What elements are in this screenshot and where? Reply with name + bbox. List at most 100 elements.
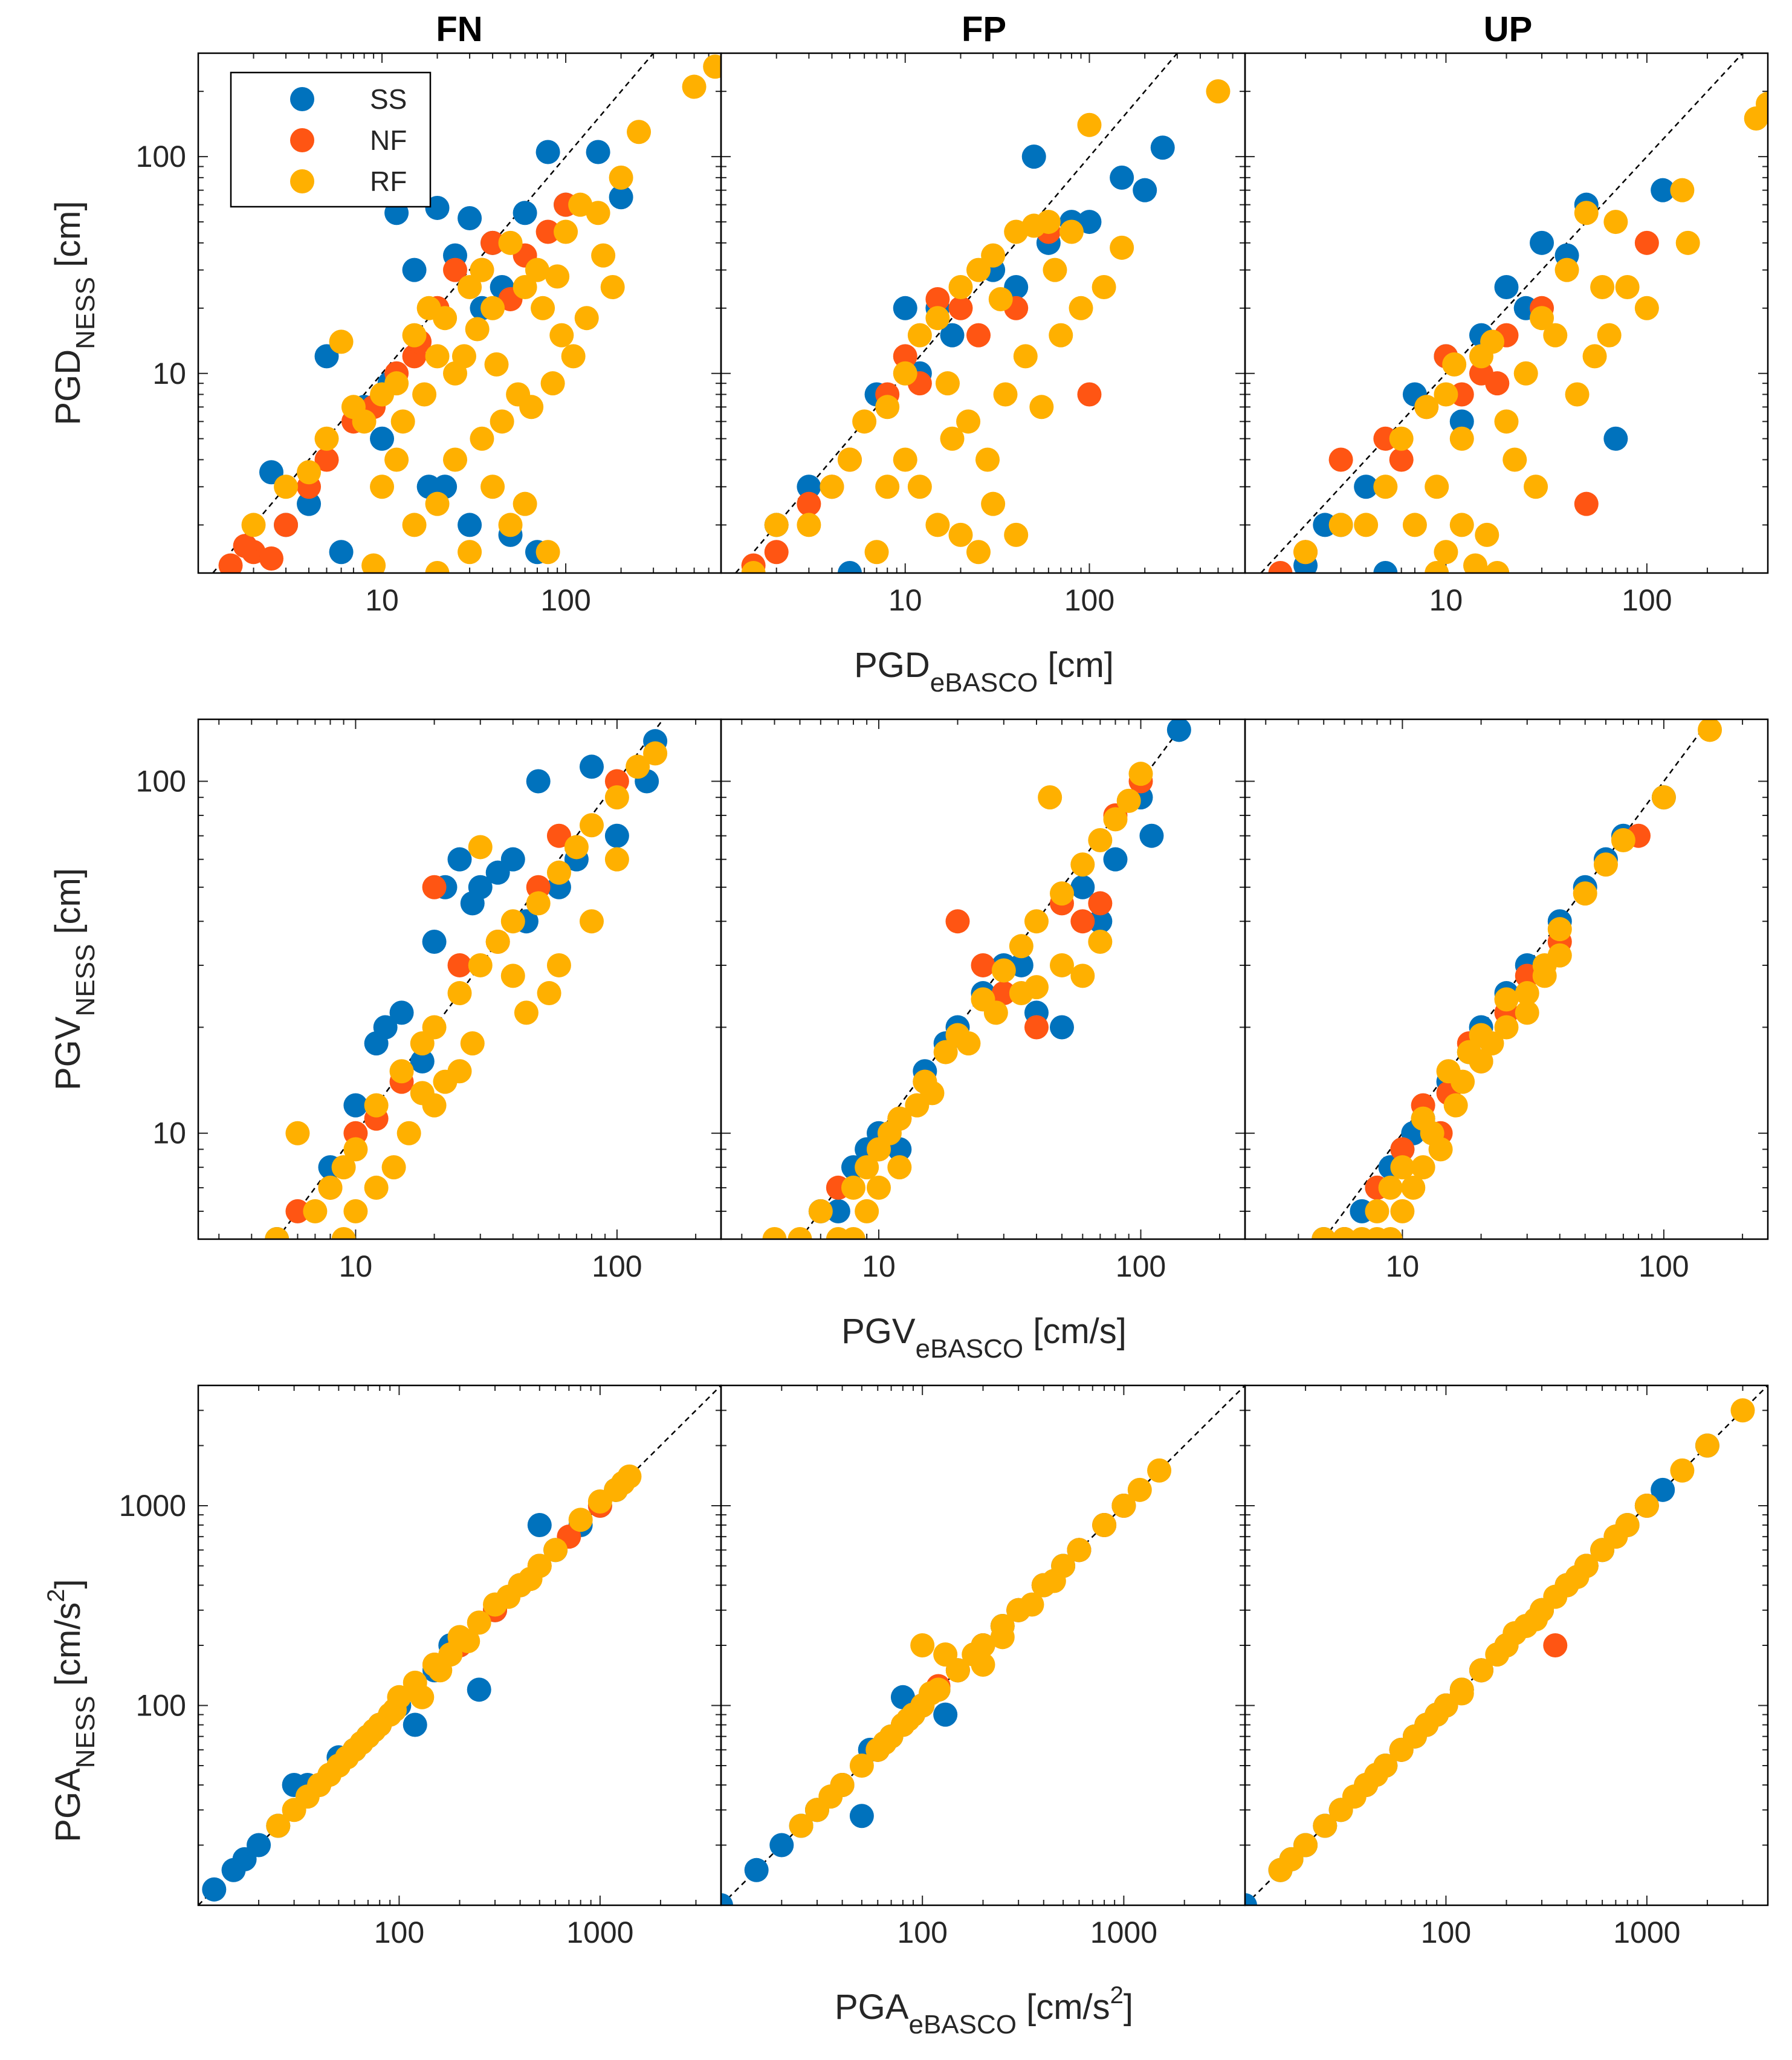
data-point-rf bbox=[1092, 275, 1116, 300]
data-point-rf bbox=[1414, 395, 1439, 419]
data-point-nf bbox=[1485, 371, 1510, 396]
data-point-rf bbox=[465, 317, 490, 342]
data-point-rf bbox=[470, 426, 494, 451]
data-point-rf bbox=[981, 491, 1006, 516]
data-point-rf bbox=[933, 1642, 958, 1667]
data-point-rf bbox=[1634, 1493, 1659, 1518]
data-point-ss bbox=[425, 195, 450, 220]
data-point-rf bbox=[993, 382, 1018, 407]
data-point-ss bbox=[329, 540, 354, 565]
column-title-fn: FN bbox=[436, 10, 482, 49]
data-point-nf bbox=[1077, 382, 1102, 407]
data-point-rf bbox=[762, 1227, 787, 1239]
data-point-rf bbox=[789, 1813, 814, 1838]
legend-label-nf: NF bbox=[370, 125, 407, 156]
data-point-ss bbox=[402, 258, 427, 282]
data-point-rf bbox=[855, 1155, 879, 1180]
data-point-rf bbox=[1206, 79, 1231, 104]
data-point-rf bbox=[1029, 395, 1054, 419]
x-tick-label-pgd-fp: 10 bbox=[888, 583, 922, 617]
data-point-rf bbox=[764, 513, 789, 537]
data-point-ss bbox=[838, 561, 862, 573]
data-point-rf bbox=[498, 513, 523, 537]
data-point-rf bbox=[925, 306, 950, 331]
data-point-ss bbox=[513, 201, 537, 225]
data-point-rf bbox=[458, 275, 482, 300]
data-point-rf bbox=[1670, 178, 1695, 202]
reference-line-pgd-up bbox=[1260, 53, 1744, 573]
data-point-rf bbox=[991, 958, 1016, 983]
data-point-rf bbox=[1390, 1155, 1415, 1180]
data-point-ss bbox=[1088, 909, 1113, 934]
data-point-rf bbox=[485, 929, 510, 954]
data-point-rf bbox=[579, 909, 604, 934]
data-point-ss bbox=[744, 1858, 769, 1882]
data-point-rf bbox=[1651, 785, 1676, 810]
data-point-rf bbox=[1756, 91, 1768, 116]
data-point-rf bbox=[410, 1685, 435, 1709]
y-label-pga: PGANESS [cm/s2] bbox=[43, 1579, 100, 1842]
data-point-rf bbox=[1469, 1658, 1493, 1683]
data-point-nf bbox=[966, 323, 991, 348]
panel-frame-pga-up bbox=[1244, 1384, 1769, 1906]
x-tick-label-pga-fn: 100 bbox=[374, 1916, 424, 1949]
data-point-rf bbox=[956, 409, 981, 434]
data-point-rf bbox=[460, 1031, 485, 1056]
x-tick-label-pgv-fn: 10 bbox=[339, 1249, 373, 1283]
data-point-rf bbox=[496, 1584, 521, 1609]
data-point-rf bbox=[966, 540, 991, 565]
data-point-ss bbox=[1603, 426, 1628, 451]
data-point-rf bbox=[875, 395, 900, 419]
data-point-rf bbox=[390, 409, 415, 434]
data-point-rf bbox=[1698, 719, 1722, 742]
series-rf-pgd-fn bbox=[241, 54, 721, 573]
data-point-rf bbox=[1502, 1621, 1527, 1645]
x-tick-label-pga-fp: 100 bbox=[897, 1916, 947, 1949]
data-point-rf bbox=[329, 329, 354, 354]
data-point-ss bbox=[500, 847, 525, 872]
data-point-rf bbox=[1524, 475, 1548, 499]
data-point-ss bbox=[403, 1712, 427, 1737]
data-point-ss bbox=[769, 1833, 794, 1858]
data-point-ss bbox=[202, 1877, 227, 1902]
data-point-ss bbox=[447, 847, 472, 872]
data-point-nf bbox=[447, 953, 472, 977]
data-point-ss bbox=[467, 1677, 491, 1702]
data-point-rf bbox=[1615, 275, 1640, 300]
data-point-rf bbox=[402, 513, 427, 537]
legend-label-rf: RF bbox=[370, 166, 407, 197]
data-point-rf bbox=[1077, 112, 1102, 137]
legend-marker-ss bbox=[290, 87, 314, 111]
data-point-rf bbox=[535, 540, 560, 565]
data-point-rf bbox=[1004, 522, 1029, 547]
data-point-rf bbox=[1116, 788, 1141, 813]
data-point-rf bbox=[1443, 1093, 1468, 1118]
x-tick-label-pgd-up: 100 bbox=[1622, 583, 1672, 617]
data-point-rf bbox=[1590, 275, 1615, 300]
data-point-rf bbox=[600, 275, 625, 300]
data-point-ss bbox=[389, 1000, 414, 1025]
data-point-rf bbox=[948, 522, 973, 547]
data-point-rf bbox=[468, 835, 493, 860]
data-point-rf bbox=[1036, 210, 1061, 235]
data-point-ss bbox=[410, 1049, 435, 1074]
data-point-rf bbox=[561, 344, 586, 369]
data-point-nf bbox=[1024, 1015, 1049, 1040]
data-point-rf bbox=[988, 287, 1013, 311]
data-point-rf bbox=[940, 426, 965, 451]
data-point-rf bbox=[456, 1628, 480, 1653]
data-point-ss bbox=[527, 1513, 552, 1538]
y-tick-label-pgv-fn: 10 bbox=[152, 1116, 186, 1150]
data-point-rf bbox=[852, 409, 877, 434]
data-point-rf bbox=[1634, 296, 1659, 320]
data-point-rf bbox=[1547, 917, 1572, 942]
data-point-rf bbox=[370, 475, 395, 499]
data-point-rf bbox=[788, 1227, 812, 1239]
data-point-rf bbox=[1494, 1015, 1519, 1040]
data-point-nf bbox=[274, 513, 299, 537]
panel-frame-pgd-up bbox=[1244, 52, 1769, 574]
data-point-rf bbox=[703, 54, 721, 79]
data-point-rf bbox=[1420, 1121, 1444, 1145]
data-point-nf bbox=[480, 230, 505, 255]
data-point-rf bbox=[1485, 561, 1510, 573]
